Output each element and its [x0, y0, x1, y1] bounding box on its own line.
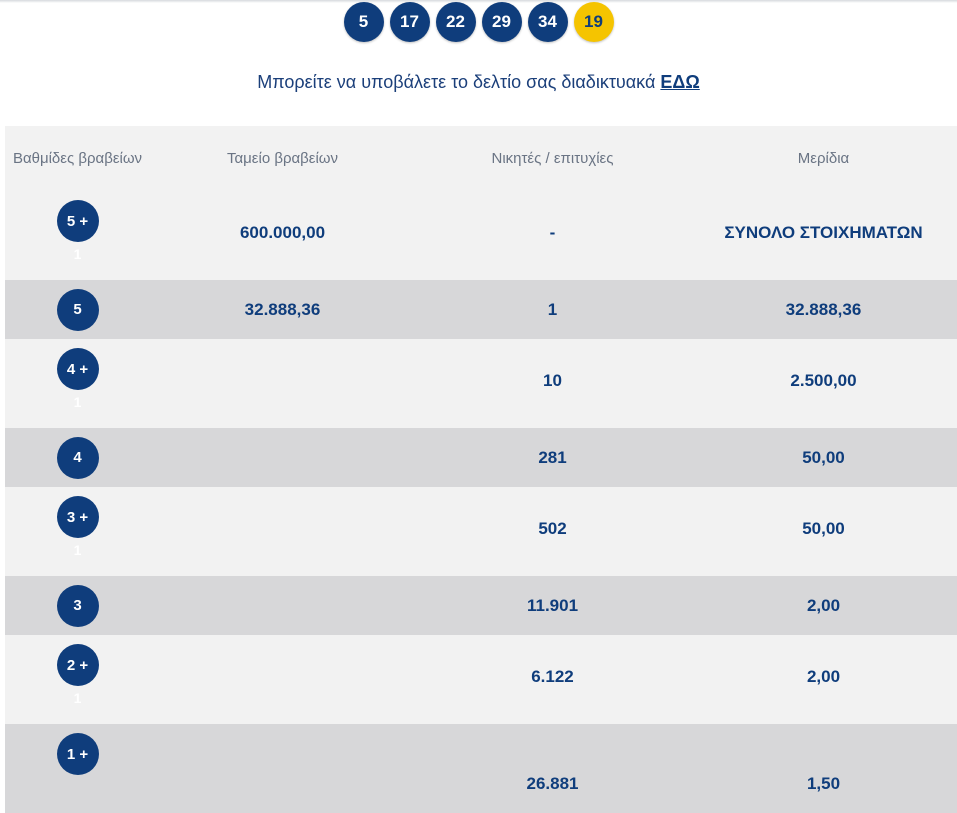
winners-value: 10 [543, 370, 562, 390]
winners-value: 6.122 [531, 666, 574, 686]
winners-value: 1 [547, 299, 558, 319]
tier-ball: 1 + [56, 733, 99, 775]
drawn-numbers: 5 17 22 29 34 19 [0, 2, 957, 42]
tier-cell: 1 + [5, 724, 150, 813]
tier-ball: 3 + [56, 496, 99, 538]
online-submit-text: Μπορείτε να υποβάλετε το δελτίο σας διαδ… [257, 72, 656, 92]
table-row: 3 11.901 2,00 [5, 576, 957, 635]
fund-cell: 32.888,36 [150, 280, 415, 339]
fund-cell [150, 576, 415, 635]
winners-value: 11.901 [526, 595, 579, 615]
share-value: 2.500,00 [790, 370, 857, 390]
tier-ball: 3 [56, 584, 99, 627]
fund-cell [150, 487, 415, 576]
winners-value: 281 [538, 447, 567, 467]
fund-cell: 600.000,00 [150, 191, 415, 280]
winners-cell: - [415, 191, 690, 280]
bonus-ball: 19 [573, 2, 614, 42]
tier-ball: 5 + [56, 200, 99, 242]
table-row: 3 + 1 502 50,00 [5, 487, 957, 576]
winners-cell: 6.122 [415, 635, 690, 724]
table-row: 5 32.888,36 1 32.888,36 [5, 280, 957, 339]
table-row: 1 + 26.881 1,50 [5, 724, 957, 813]
top-divider [0, 0, 957, 3]
share-cell: 50,00 [690, 428, 957, 487]
share-cell: ΣΥΝΟΛΟ ΣΤΟΙΧΗΜΑΤΩΝ [690, 191, 957, 280]
table-row: 2 + 1 6.122 2,00 [5, 635, 957, 724]
tier-cell: 4 [5, 428, 150, 487]
winners-cell: 26.881 [415, 724, 690, 813]
winners-cell: 281 [415, 428, 690, 487]
tier-cell: 4 + 1 [5, 339, 150, 428]
share-value: 50,00 [802, 518, 845, 538]
winners-cell: 11.901 [415, 576, 690, 635]
fund-cell [150, 428, 415, 487]
share-value: ΣΥΝΟΛΟ ΣΤΟΙΧΗΜΑΤΩΝ [724, 222, 923, 242]
share-cell: 2,00 [690, 635, 957, 724]
tier-cell: 5 + 1 [5, 191, 150, 280]
number-ball: 5 [343, 2, 384, 42]
table-row: 5 + 1 600.000,00 - ΣΥΝΟΛΟ ΣΤΟΙΧΗΜΑΤΩΝ [5, 191, 957, 280]
prize-table: Βαθμίδες βραβείων Ταμείο βραβείων Νικητέ… [5, 126, 957, 813]
table-row: 4 + 1 10 2.500,00 [5, 339, 957, 428]
share-cell: 1,50 [690, 724, 957, 813]
number-ball: 29 [481, 2, 522, 42]
number-ball: 22 [435, 2, 476, 42]
fund-value: 32.888,36 [244, 299, 321, 319]
number-ball: 17 [389, 2, 430, 42]
winners-cell: 10 [415, 339, 690, 428]
share-value: 50,00 [802, 447, 845, 467]
tier-ball: 5 [56, 288, 99, 331]
tier-sub: 1 [73, 542, 82, 558]
online-submit-line: Μπορείτε να υποβάλετε το δελτίο σας διαδ… [0, 72, 957, 93]
online-submit-link[interactable]: ΕΔΩ [660, 72, 700, 92]
winners-cell: 502 [415, 487, 690, 576]
fund-value: 600.000,00 [239, 222, 326, 242]
winners-value: - [549, 222, 556, 242]
tier-cell: 5 [5, 280, 150, 339]
share-value: 2,00 [806, 666, 841, 686]
winners-value: 502 [538, 518, 567, 538]
tier-ball: 4 + [56, 348, 99, 390]
winners-value: 26.881 [526, 773, 579, 793]
share-cell: 32.888,36 [690, 280, 957, 339]
header-share: Μερίδια [797, 150, 850, 167]
share-value: 1,50 [806, 773, 841, 793]
fund-cell [150, 724, 415, 813]
share-cell: 50,00 [690, 487, 957, 576]
tier-ball: 2 + [56, 644, 99, 686]
tier-cell: 3 + 1 [5, 487, 150, 576]
tier-sub: 1 [73, 690, 82, 706]
share-cell: 2.500,00 [690, 339, 957, 428]
share-cell: 2,00 [690, 576, 957, 635]
header-fund: Ταμείο βραβείων [226, 150, 339, 167]
header-winners: Νικητές / επιτυχίες [491, 150, 614, 167]
table-row: 4 281 50,00 [5, 428, 957, 487]
table-header: Βαθμίδες βραβείων Ταμείο βραβείων Νικητέ… [5, 126, 957, 191]
winners-cell: 1 [415, 280, 690, 339]
tier-cell: 3 [5, 576, 150, 635]
tier-ball: 4 [56, 436, 99, 479]
tier-sub: 1 [73, 246, 82, 262]
share-value: 32.888,36 [785, 299, 862, 319]
fund-cell [150, 339, 415, 428]
tier-cell: 2 + 1 [5, 635, 150, 724]
header-tier: Βαθμίδες βραβείων [12, 150, 143, 167]
number-ball: 34 [527, 2, 568, 42]
tier-sub: 1 [73, 394, 82, 410]
share-value: 2,00 [806, 595, 841, 615]
fund-cell [150, 635, 415, 724]
